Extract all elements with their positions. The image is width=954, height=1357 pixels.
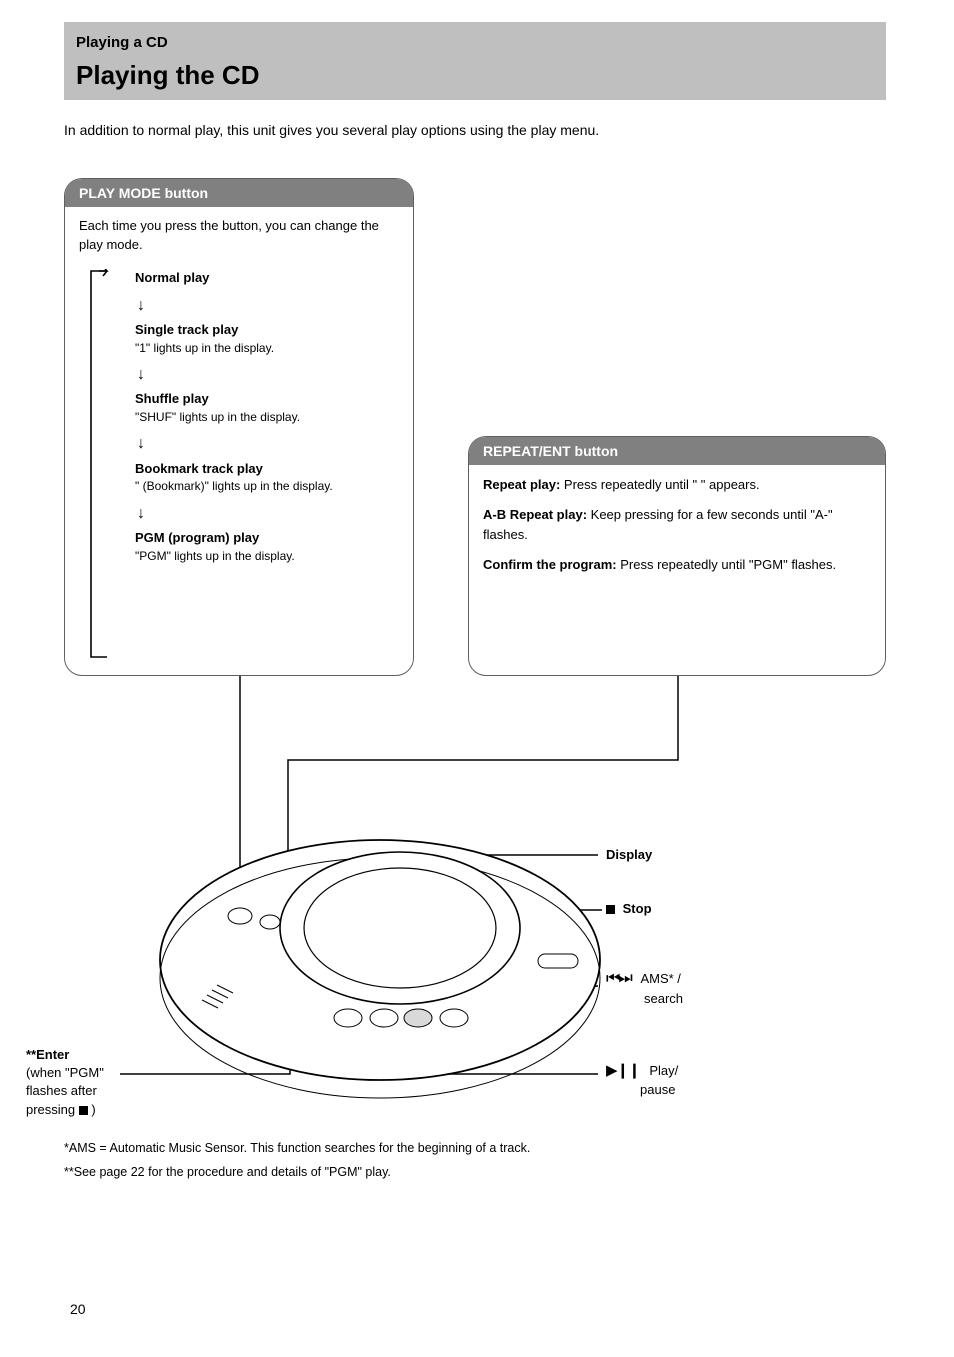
intro-text: In addition to normal play, this unit gi… [64,120,884,141]
callout-line: (when "PGM" [26,1065,104,1080]
flow-item: Normal play [135,269,399,288]
flow-item: Bookmark track play " (Bookmark)" lights… [135,460,399,496]
footnote: **See page 22 for the procedure and deta… [64,1164,884,1182]
panel-play-mode-lead: Each time you press the button, you can … [79,217,399,255]
callout-line: Play/ [649,1063,678,1078]
flow-item: PGM (program) play "PGM" lights up in th… [135,529,399,565]
page-number: 20 [70,1301,86,1317]
callout-playpause: ▶❙❙ Play/ pause [606,1060,678,1099]
callout-line: pause [640,1082,675,1097]
page-title: Playing the CD [76,60,259,91]
flow-label: PGM (program) play [135,529,399,548]
down-arrow-icon: ↓ [137,363,399,386]
down-arrow-icon: ↓ [137,432,399,455]
flow-label: Normal play [135,269,399,288]
down-arrow-icon: ↓ [137,502,399,525]
flow-desc: "PGM" lights up in the display. [135,548,399,565]
callout-stop: Stop [606,900,652,918]
panel-play-mode-title: PLAY MODE button [65,179,413,207]
callout-line: ) [91,1102,95,1117]
play-pause-icon: ▶❙❙ [606,1062,640,1079]
flow-item: Shuffle play "SHUF" lights up in the dis… [135,390,399,426]
section-breadcrumb: Playing a CD [76,34,168,51]
device-illustration [160,840,600,1098]
flow-desc: "SHUF" lights up in the display. [135,409,399,426]
callout-title: **Enter [26,1046,196,1064]
callout-line: search [644,991,683,1006]
list-label: A-B Repeat play: [483,507,587,522]
list-item: A-B Repeat play: Keep pressing for a few… [483,505,871,545]
callout-enter-pgm: **Enter (when "PGM" flashes after pressi… [26,1046,196,1119]
panel-repeat-ent-title: REPEAT/ENT button [469,437,885,465]
callout-display: Display [606,846,652,864]
callout-line: pressing [26,1102,79,1117]
callout-line: flashes after [26,1083,97,1098]
callout-line: AMS* / [640,971,680,986]
skip-icon: ⏮⏭ [606,970,631,987]
list-label: Repeat play: [483,477,560,492]
callout-skip: ⏮⏭ AMS* / search [606,968,683,1009]
flow-desc: "1" lights up in the display. [135,340,399,357]
flow-label: Shuffle play [135,390,399,409]
list-text: Press repeatedly until " " appears. [560,477,759,492]
footnote: *AMS = Automatic Music Sensor. This func… [64,1140,884,1158]
flow-label: Single track play [135,321,399,340]
flow-item: Single track play "1" lights up in the d… [135,321,399,357]
stop-icon [606,905,615,914]
callout-label: Display [606,847,652,862]
list-item: Repeat play: Press repeatedly until " " … [483,475,871,495]
play-mode-flow: Normal play ↓ Single track play "1" ligh… [85,269,399,669]
callout-label: Stop [623,901,652,916]
panel-play-mode: PLAY MODE button Each time you press the… [64,178,414,676]
flow-label: Bookmark track play [135,460,399,479]
stop-icon [79,1106,88,1115]
down-arrow-icon: ↓ [137,294,399,317]
list-label: Confirm the program: [483,557,617,572]
panel-repeat-ent: REPEAT/ENT button Repeat play: Press rep… [468,436,886,676]
flow-desc: " (Bookmark)" lights up in the display. [135,478,399,495]
list-item: Confirm the program: Press repeatedly un… [483,555,871,575]
list-text: Press repeatedly until "PGM" flashes. [617,557,837,572]
flow-loop-bracket [85,269,113,669]
